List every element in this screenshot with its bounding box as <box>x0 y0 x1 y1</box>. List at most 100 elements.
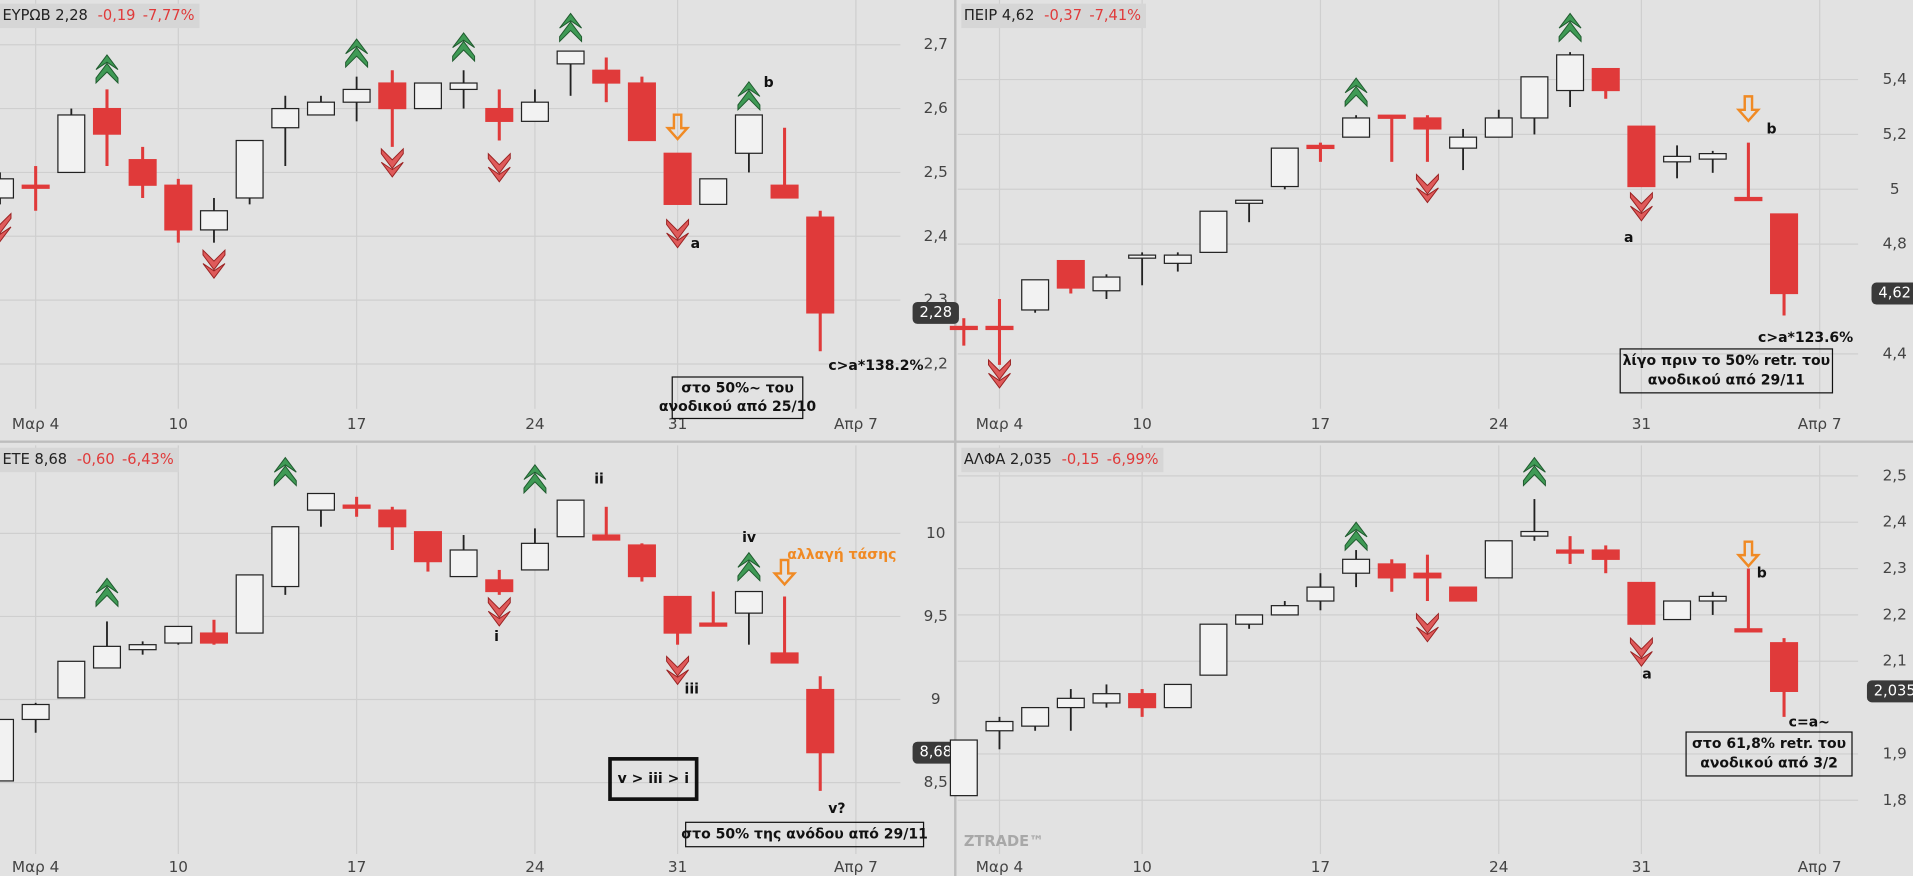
candle-body <box>1413 117 1442 130</box>
arrow-signal <box>1735 540 1761 568</box>
candle-body <box>235 574 264 634</box>
note-box <box>671 376 804 420</box>
y-tick-label: 8,5 <box>924 773 948 791</box>
note-text: v > iii > i <box>618 771 689 787</box>
x-tick-label: 24 <box>1489 858 1508 876</box>
note-text: ανοδικού από 25/10 <box>659 399 816 415</box>
price-change: -0,15 <box>1062 451 1100 468</box>
candle-body <box>627 544 656 578</box>
candle-body <box>1556 549 1585 554</box>
annotation: a <box>691 236 700 252</box>
candle-body <box>449 549 478 578</box>
candle-body <box>1484 540 1513 579</box>
price-change-pct: -6,43% <box>122 451 174 468</box>
note-box <box>685 821 925 848</box>
annotation: iv <box>742 530 756 546</box>
candle-body <box>1520 530 1549 537</box>
sell-signal <box>487 596 511 627</box>
y-tick-label: 2,4 <box>924 227 948 245</box>
x-tick-label: 10 <box>1132 858 1151 876</box>
candle-body <box>1056 259 1085 289</box>
y-tick-label: 5,2 <box>1883 125 1907 143</box>
candle-body <box>1021 706 1050 727</box>
annotation: iii <box>685 681 699 697</box>
candle-body <box>199 210 229 231</box>
candle-body <box>1342 117 1371 138</box>
candle-body <box>1520 76 1549 119</box>
candle-body <box>449 82 478 91</box>
candle-body <box>520 542 549 571</box>
candle-body <box>985 720 1014 732</box>
annotation: ii <box>594 471 604 487</box>
last-price: 8,68 <box>919 744 952 761</box>
arrow-signal <box>772 558 798 587</box>
candle-body <box>1663 155 1692 163</box>
candle-body <box>1270 605 1299 616</box>
note-text: ανοδικού από 29/11 <box>1648 373 1805 389</box>
candle-body <box>378 509 407 528</box>
candle-body <box>1377 563 1406 579</box>
candle-body <box>164 184 193 231</box>
note-box <box>608 757 699 801</box>
candle-body <box>1698 153 1727 160</box>
buy-signal <box>452 32 476 63</box>
x-tick-label: 10 <box>169 415 188 433</box>
ticker-title: ΕΤΕ 8,68 <box>2 451 67 468</box>
candle-body <box>1449 586 1478 602</box>
candle-body <box>485 579 514 593</box>
candle-body <box>1306 144 1335 150</box>
candle-body <box>1734 196 1763 202</box>
note-box <box>1619 348 1834 394</box>
annotation: b <box>1766 121 1776 137</box>
candle-body <box>592 69 621 84</box>
note-text: ανοδικού από 3/2 <box>1700 756 1838 772</box>
y-tick-label: 5 <box>1890 180 1900 198</box>
sell-signal <box>380 147 404 178</box>
y-tick-label: 1,9 <box>1883 744 1907 762</box>
candle-body <box>627 82 656 142</box>
title-background <box>961 3 1146 29</box>
candle-body <box>57 660 86 699</box>
candle-body <box>806 688 835 754</box>
buy-signal <box>95 577 119 608</box>
candle-body <box>1021 279 1050 311</box>
arrow-signal <box>1735 95 1761 123</box>
last-price: 2,035 <box>1874 682 1913 699</box>
buy-signal <box>1344 521 1368 552</box>
annotation: a <box>1642 667 1651 683</box>
ticker-title: ΑΛΦΑ 2,035 <box>964 451 1052 468</box>
y-tick-label: 2,1 <box>1883 652 1907 670</box>
y-tick-label: 2,5 <box>1883 466 1907 484</box>
y-tick-label: 4,8 <box>1883 235 1907 253</box>
last-price-tag <box>912 301 959 324</box>
price-change-pct: -7,41% <box>1089 7 1141 24</box>
y-tick-label: 4,4 <box>1883 344 1907 362</box>
candle-body <box>1128 254 1157 259</box>
buy-signal <box>737 551 761 582</box>
candle-body <box>1698 595 1727 602</box>
candle-body <box>1377 114 1406 119</box>
candle-body <box>21 184 50 189</box>
candle-body <box>378 82 407 110</box>
buy-signal <box>523 464 547 495</box>
x-tick-label: 31 <box>1632 858 1651 876</box>
x-tick-label: Μαρ 4 <box>12 858 59 876</box>
x-tick-label: Μαρ 4 <box>976 858 1023 876</box>
buy-signal <box>273 456 297 487</box>
candle-body <box>806 216 835 314</box>
candle-body <box>1163 683 1192 709</box>
candle-body <box>1591 549 1620 560</box>
sell-signal <box>1415 173 1439 204</box>
last-price: 4,62 <box>1878 285 1911 302</box>
candle-body <box>1770 642 1799 692</box>
candle-body <box>235 139 264 199</box>
buy-signal <box>95 54 119 85</box>
title-background <box>961 447 1164 473</box>
candle-body <box>1627 581 1656 625</box>
sell-signal <box>988 358 1011 389</box>
note-text: στο 61,8% retr. του <box>1692 736 1846 752</box>
candle-body <box>1556 54 1585 92</box>
x-tick-label: 10 <box>1132 415 1151 433</box>
candle-body <box>21 703 50 721</box>
candle-body <box>92 107 122 135</box>
